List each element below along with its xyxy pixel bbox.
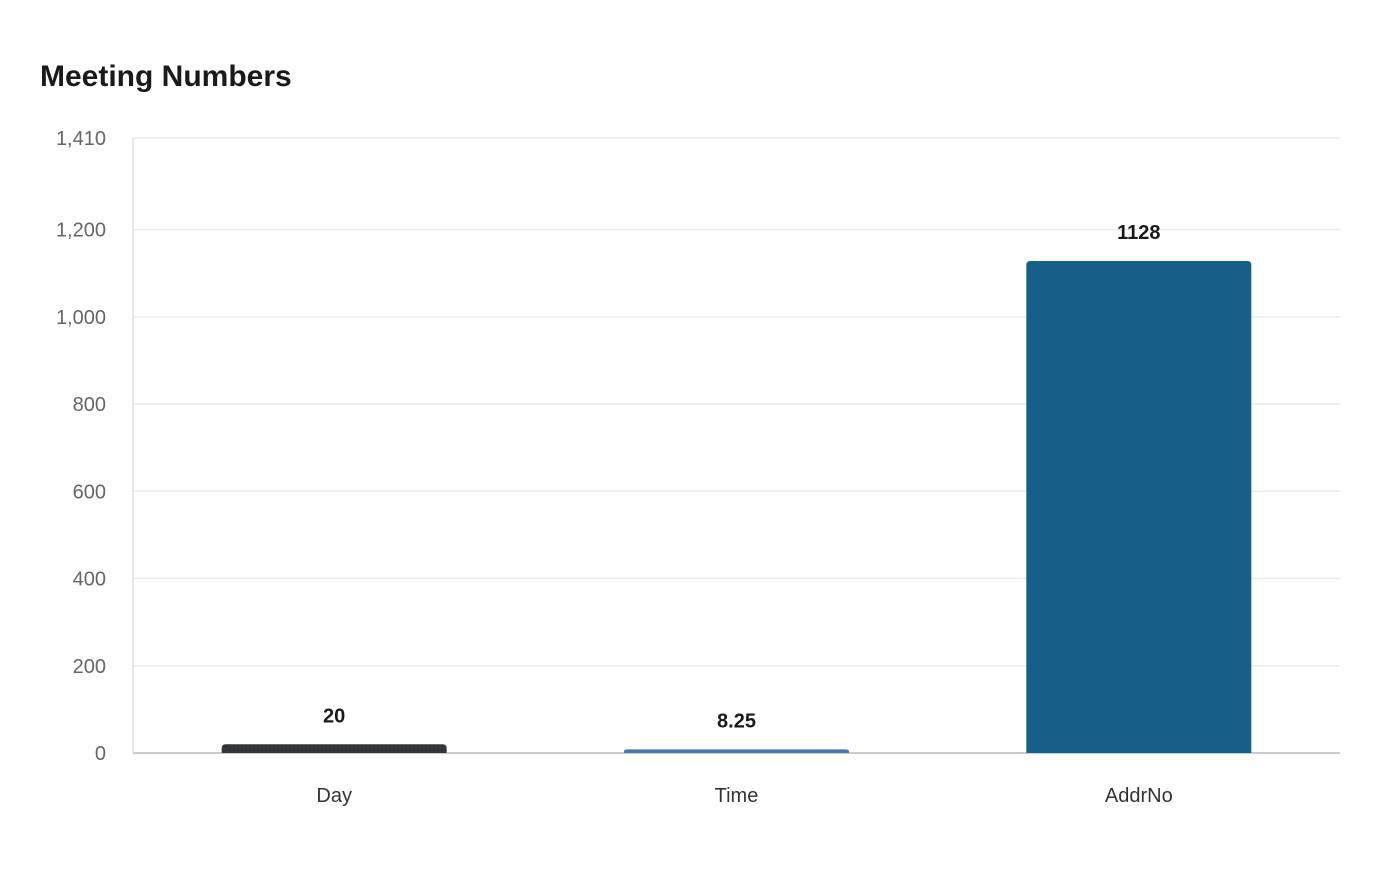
x-tick-label: Time [715,785,759,807]
bar-addrno [1026,261,1252,753]
y-tick-label: 1,410 [56,128,106,150]
x-tick-label: AddrNo [1105,785,1173,807]
x-tick-label: Day [316,785,352,807]
bar-day [221,744,447,753]
data-label: 20 [323,705,345,727]
chart-title: Meeting Numbers [40,60,292,93]
data-label: 1128 [1117,222,1160,244]
y-tick-label: 1,000 [56,307,106,329]
y-tick-label: 1,200 [56,220,106,242]
y-tick-label: 600 [73,481,106,503]
y-tick-label: 200 [73,656,106,678]
y-tick-label: 400 [73,569,106,591]
y-tick-label: 800 [73,394,106,416]
bar-time [624,749,849,753]
y-tick-label: 0 [95,743,106,765]
data-label: 8.25 [717,710,756,732]
